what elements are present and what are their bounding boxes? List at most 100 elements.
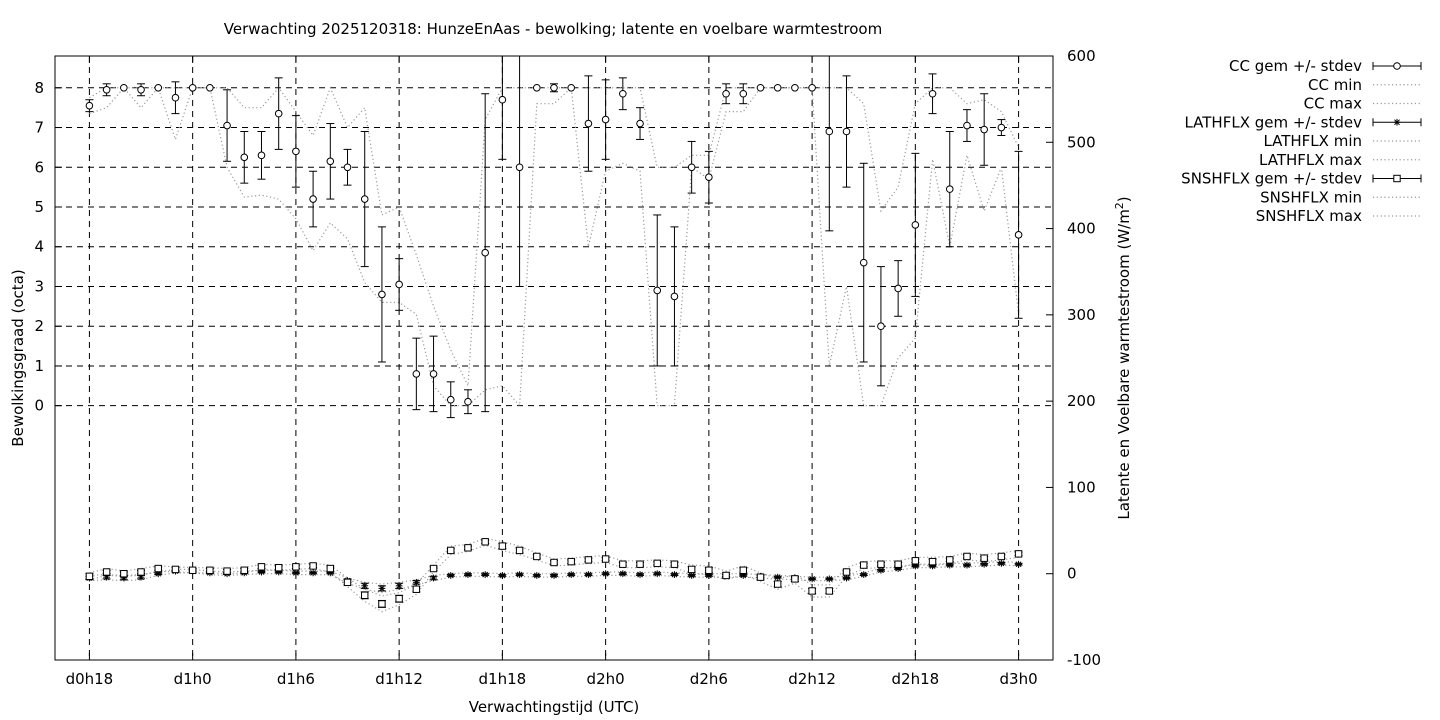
x-tick-label: d1h18 <box>479 670 527 688</box>
lathflx-point <box>585 571 592 578</box>
snshflx-point <box>911 557 920 565</box>
y-tick-label: 6 <box>34 158 44 176</box>
snshflx-point <box>188 566 197 574</box>
star-stroke <box>465 571 471 578</box>
snshflx-point <box>498 542 507 550</box>
cc-point <box>963 121 971 130</box>
lathflx-point <box>378 584 386 592</box>
snshflx-point <box>980 554 988 562</box>
legend-label: SNSHFLX gem +/- stdev <box>1181 170 1362 188</box>
snshflx-point <box>102 568 111 576</box>
error-bars <box>85 56 1023 608</box>
legend-label: LATHFLX max <box>1259 151 1362 169</box>
lathflx-point <box>774 573 782 581</box>
lathflx-point <box>653 570 661 578</box>
snshflx-point <box>447 546 455 555</box>
min-max-lines <box>89 86 1020 613</box>
cc-point <box>206 83 214 92</box>
star-stroke <box>551 572 557 579</box>
legend-marker <box>1393 174 1401 183</box>
y2-tick-label: 500 <box>1067 133 1096 151</box>
x-tick-label: d3h0 <box>1000 670 1038 688</box>
snshflx-point <box>343 578 352 587</box>
snshflx-point <box>171 565 180 574</box>
snshflx-point <box>206 566 214 574</box>
star-stroke <box>430 575 437 581</box>
cc-point <box>188 83 197 92</box>
lathflx-point <box>963 561 971 569</box>
cc-min-line <box>89 86 1020 408</box>
lathflx-point <box>550 572 558 579</box>
x-tick-label: d2h6 <box>690 670 728 688</box>
cc-point <box>85 101 94 110</box>
cc-point <box>395 280 403 289</box>
lathflx-point <box>430 574 437 582</box>
cc-point <box>120 83 128 92</box>
cc-point <box>360 195 369 203</box>
lathflx-point <box>602 570 610 578</box>
star-stroke <box>1394 119 1400 126</box>
cc-point <box>842 127 851 136</box>
snshflx-point <box>825 587 834 595</box>
star-stroke <box>482 571 489 578</box>
lathflx-point <box>619 570 627 578</box>
star-stroke <box>499 572 506 579</box>
star-stroke <box>533 572 540 579</box>
cc-point <box>154 83 163 92</box>
lathflx-point <box>1015 560 1022 568</box>
star-stroke <box>654 570 661 577</box>
lathflx-point <box>636 571 644 578</box>
lathflx-point <box>481 571 489 578</box>
cc-point <box>722 89 730 98</box>
snshflx-point <box>550 558 558 567</box>
y2-tick-label: 200 <box>1067 392 1096 410</box>
y-tick-label: 1 <box>34 357 44 375</box>
legend-label: LATHFLX gem +/- stdev <box>1184 113 1362 131</box>
lathflx-point <box>395 582 403 590</box>
snshflx-point <box>877 560 885 568</box>
y2-axis-label-superscript: 2 <box>1113 202 1126 209</box>
cc-point <box>997 123 1006 132</box>
y2-tick-label: 0 <box>1067 565 1077 583</box>
y2-tick-label: 300 <box>1067 306 1096 324</box>
cc-point <box>515 163 524 172</box>
lathflx-point <box>860 571 868 578</box>
star-stroke <box>809 575 816 582</box>
star-stroke <box>292 569 299 576</box>
snshflx-point <box>653 559 661 568</box>
lathflx-point <box>464 571 472 578</box>
snshflx-point <box>705 566 713 574</box>
snshflx-point <box>860 561 868 569</box>
snshflx-point <box>567 557 575 566</box>
cc-point <box>791 83 799 92</box>
cc-point <box>274 109 283 118</box>
lathflx-point <box>498 572 506 579</box>
cc-point <box>601 115 610 124</box>
x-tick-label: d1h12 <box>375 670 423 688</box>
snshflx-point <box>619 560 627 568</box>
legend-label: CC min <box>1308 76 1362 94</box>
legend-label: CC gem +/- stdev <box>1229 57 1362 75</box>
cc-max-line <box>89 86 1020 389</box>
star-stroke <box>379 585 385 592</box>
star-stroke <box>826 575 833 582</box>
snshflx-point <box>842 568 851 576</box>
star-stroke <box>1015 561 1022 568</box>
y-tick-label: 3 <box>34 277 44 295</box>
cc-point <box>653 286 662 295</box>
snshflx-point <box>137 568 145 576</box>
lathflx-point <box>671 571 678 578</box>
snshflx-point <box>309 562 317 570</box>
star-stroke <box>361 582 368 589</box>
legend-label: CC max <box>1304 95 1363 113</box>
cc-point <box>619 89 627 98</box>
snshflx-point <box>946 556 954 564</box>
lathflx-point <box>567 571 575 578</box>
star-stroke <box>774 574 781 581</box>
star-stroke <box>447 572 454 579</box>
star-stroke <box>964 562 970 568</box>
snshflx-point <box>997 552 1006 561</box>
snshflx-point <box>85 572 94 581</box>
cc-point <box>1014 231 1023 239</box>
